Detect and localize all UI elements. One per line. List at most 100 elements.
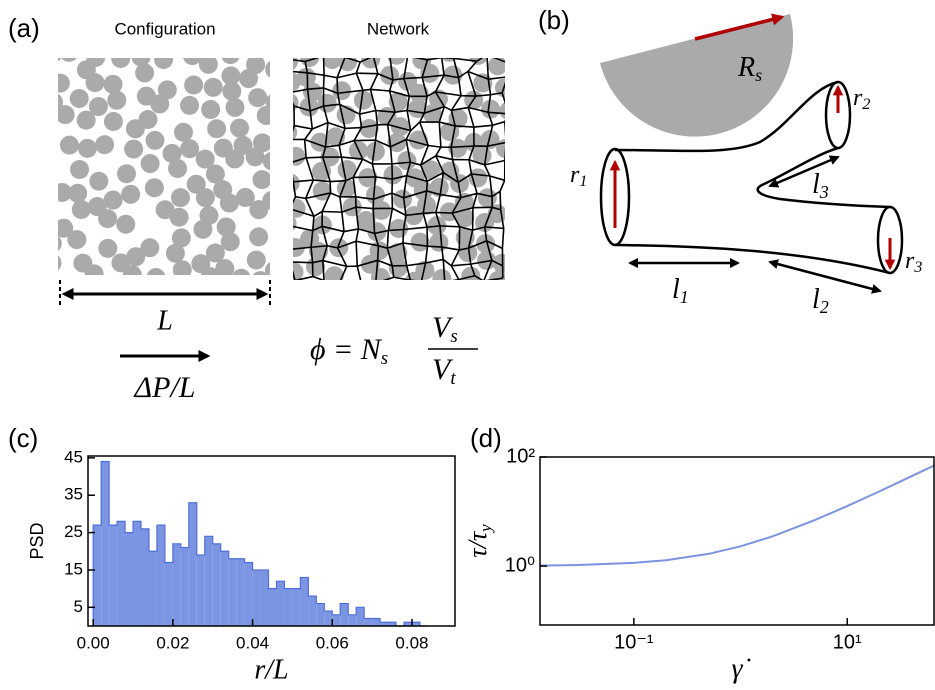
network-edge [340, 156, 347, 181]
network-edge [323, 74, 338, 79]
particle [58, 93, 64, 111]
network-edge [450, 147, 454, 160]
network-edge [483, 260, 493, 280]
network-edge [356, 266, 362, 280]
x-tick-label: 0.00 [77, 633, 110, 652]
particle [221, 58, 240, 65]
particle [233, 135, 253, 155]
particle [481, 99, 501, 119]
network-edge [475, 93, 491, 97]
particle [371, 200, 391, 220]
network-edge [451, 197, 462, 214]
network-edge [410, 161, 421, 166]
particle [173, 122, 193, 142]
particle [324, 266, 344, 280]
network-edge [402, 215, 407, 230]
network-edge [313, 210, 323, 217]
particle [68, 183, 88, 203]
network-edge [336, 58, 346, 79]
particle [171, 228, 191, 248]
symbol: l [672, 274, 680, 305]
particle [458, 243, 478, 263]
network-edge [483, 146, 489, 165]
network-edge [321, 260, 325, 280]
network-edge [339, 196, 343, 213]
particle [252, 133, 270, 153]
network-edge [307, 87, 324, 91]
network-edge [369, 73, 379, 90]
network-edge [426, 91, 436, 97]
particle [265, 60, 270, 78]
histogram-bar [332, 614, 341, 626]
network-edge [293, 261, 313, 264]
network-edge [499, 209, 505, 229]
particle [150, 94, 170, 114]
particle [387, 58, 406, 65]
particle [232, 268, 251, 275]
network-edge [452, 58, 460, 78]
network-edge [373, 233, 380, 247]
particle [365, 185, 385, 205]
particle [300, 229, 320, 249]
histogram-bar [348, 614, 357, 626]
network-edge [309, 105, 324, 112]
particle [293, 146, 306, 166]
network-edge [355, 61, 361, 74]
particle [198, 58, 218, 74]
network-edge [471, 173, 490, 177]
network-edge [405, 138, 429, 147]
network-edge [435, 146, 442, 157]
particle [135, 63, 155, 83]
network-edge [438, 106, 446, 123]
network-edge [355, 228, 360, 242]
network-edge [293, 59, 306, 63]
network-edge [374, 124, 379, 141]
network-edge [344, 126, 362, 130]
network-edge [467, 71, 477, 97]
network-edge [403, 190, 427, 199]
particle [87, 197, 107, 217]
panel-label: (c) [8, 423, 38, 453]
particle [84, 264, 104, 275]
histogram-bar [316, 603, 325, 626]
network-edge [486, 240, 503, 250]
network-edge [458, 70, 469, 79]
network-edge [359, 58, 372, 63]
network-edge [486, 58, 490, 80]
network-edge [390, 138, 407, 148]
network-edge [327, 244, 338, 249]
network-edge [336, 93, 341, 105]
particle [67, 230, 87, 250]
y-axis-label: PSD [27, 522, 47, 559]
particle [360, 254, 380, 274]
network-edge [490, 92, 503, 96]
network-edge [303, 139, 307, 158]
histogram-bar [276, 581, 285, 626]
network-edge [305, 157, 315, 181]
particle [248, 88, 268, 108]
particle [300, 58, 320, 67]
particle [170, 188, 190, 208]
network-edge [460, 192, 478, 199]
network-edge [353, 140, 364, 160]
x-axis-label: r/L [254, 654, 288, 685]
network-edge [468, 145, 475, 161]
network-edge [486, 125, 494, 147]
symbol: r [853, 85, 863, 111]
network-edge [303, 128, 313, 140]
network-edge [427, 245, 442, 248]
network-edge [336, 231, 345, 249]
network-edge [443, 74, 459, 79]
network-edge [483, 226, 488, 241]
network-edge [499, 191, 502, 210]
particle [410, 232, 430, 252]
y-tick-label: 10⁰ [505, 554, 535, 576]
particle [293, 173, 300, 193]
network-edge [435, 211, 453, 214]
histogram-bar [260, 569, 269, 626]
particle [195, 149, 215, 169]
length-label: l1 [672, 274, 689, 307]
particle [172, 260, 192, 275]
network-edge [355, 72, 364, 91]
network-edge [450, 249, 460, 267]
